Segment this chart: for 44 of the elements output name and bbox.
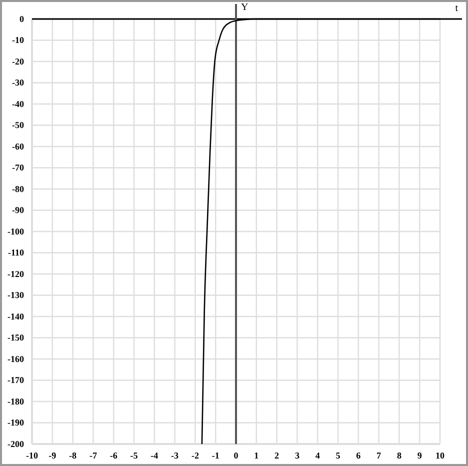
x-tick-label: -5 — [130, 450, 138, 460]
y-tick-label: -100 — [8, 226, 24, 236]
x-tick-label: 7 — [376, 450, 382, 460]
x-tick-label: 3 — [294, 450, 300, 460]
y-tick-label: -160 — [8, 354, 24, 364]
x-tick-label: 5 — [336, 450, 341, 460]
y-tick-label: -40 — [12, 98, 24, 109]
x-tick-label: 4 — [315, 450, 320, 460]
x-tick-label: 9 — [417, 450, 422, 460]
x-tick-label: -6 — [110, 450, 118, 460]
y-axis-title: Y — [241, 2, 248, 13]
y-tick-label: -50 — [12, 120, 24, 130]
y-tick-label: -60 — [12, 141, 24, 152]
y-tick-label: -70 — [12, 162, 24, 173]
y-tick-label: -80 — [12, 184, 24, 194]
x-axis-title: t — [455, 3, 458, 14]
y-tick-label: -30 — [12, 78, 24, 88]
x-tick-label: -3 — [171, 450, 180, 460]
x-tick-label: 6 — [356, 450, 362, 460]
y-tick-label: -110 — [8, 248, 24, 258]
x-tick-label: -7 — [89, 450, 98, 460]
x-tick-label: -10 — [26, 450, 38, 460]
y-tick-label: -90 — [12, 205, 24, 216]
x-tick-label: 0 — [234, 450, 239, 460]
x-tick-label: -8 — [69, 450, 78, 460]
y-tick-label: -120 — [8, 268, 24, 279]
y-tick-label: -130 — [8, 290, 24, 300]
x-tick-label: -2 — [191, 450, 200, 460]
x-tick-label: 2 — [274, 450, 280, 460]
y-tick-label: -190 — [8, 418, 24, 428]
y-tick-label: -10 — [12, 35, 24, 46]
y-tick-label: -180 — [8, 396, 24, 406]
x-tick-label: 8 — [396, 450, 402, 460]
y-tick-label: -200 — [8, 438, 24, 449]
y-tick-label: 0 — [20, 14, 24, 24]
x-tick-label: 10 — [436, 450, 445, 460]
y-tick-label: -170 — [8, 375, 24, 386]
y-tick-label: -140 — [8, 311, 24, 322]
y-tick-label: -150 — [8, 332, 24, 343]
x-tick-label: -9 — [48, 450, 57, 460]
y-tick-label: -20 — [12, 56, 24, 66]
x-tick-label: -4 — [150, 450, 159, 460]
x-tick-label: -1 — [212, 450, 220, 460]
x-tick-label: 1 — [254, 450, 260, 460]
